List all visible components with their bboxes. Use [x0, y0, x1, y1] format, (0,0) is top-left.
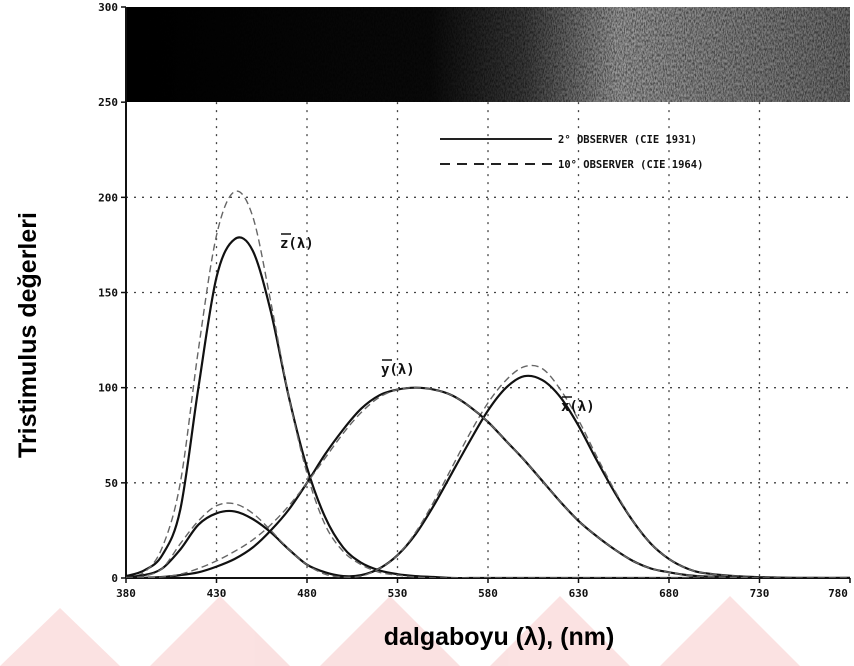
y-tick-label: 250 [98, 96, 118, 109]
x-tick-label: 530 [388, 587, 408, 600]
x-axis-ticks: 380 430 480 530 580 630 680 730 780 [116, 578, 851, 600]
legend: 2° OBSERVER (CIE 1931) 10° OBSERVER (CIE… [440, 134, 703, 171]
curves [126, 190, 850, 578]
y-tick-label: 150 [98, 287, 118, 300]
series-line-x-solid [126, 374, 850, 578]
x-axis-title: dalgaboyu (λ), (nm) [384, 623, 615, 651]
y-tick-label: 50 [105, 477, 118, 490]
y-tick-label: 100 [98, 382, 118, 395]
legend-label-dashed: 10° OBSERVER (CIE 1964) [558, 159, 703, 171]
x-tick-label: 680 [659, 587, 679, 600]
y-axis-title: Tristimulus değerleri [14, 212, 42, 458]
x-tick-label: 630 [569, 587, 589, 600]
legend-label-solid: 2° OBSERVER (CIE 1931) [558, 134, 697, 146]
y-tick-label: 0 [111, 572, 118, 585]
scan-band [126, 7, 850, 102]
x-tick-label: 730 [750, 587, 770, 600]
x-tick-label: 430 [207, 587, 227, 600]
label-y: y(λ) [381, 362, 415, 378]
curve-labels: z(λ) y(λ) x(λ) [280, 233, 595, 415]
y-tick-label: 300 [98, 1, 118, 14]
y-axis-ticks: 0 50 100 150 200 250 300 [98, 1, 126, 585]
x-tick-label: 480 [297, 587, 317, 600]
x-tick-label: 780 [828, 587, 848, 600]
x-tick-label: 580 [478, 587, 498, 600]
grid [126, 102, 850, 578]
label-x: x(λ) [561, 399, 595, 415]
label-z: z(λ) [280, 236, 314, 252]
y-tick-label: 200 [98, 191, 118, 204]
x-tick-label: 380 [116, 587, 136, 600]
series-line-y-dashed [126, 386, 850, 578]
watermark [0, 596, 800, 666]
